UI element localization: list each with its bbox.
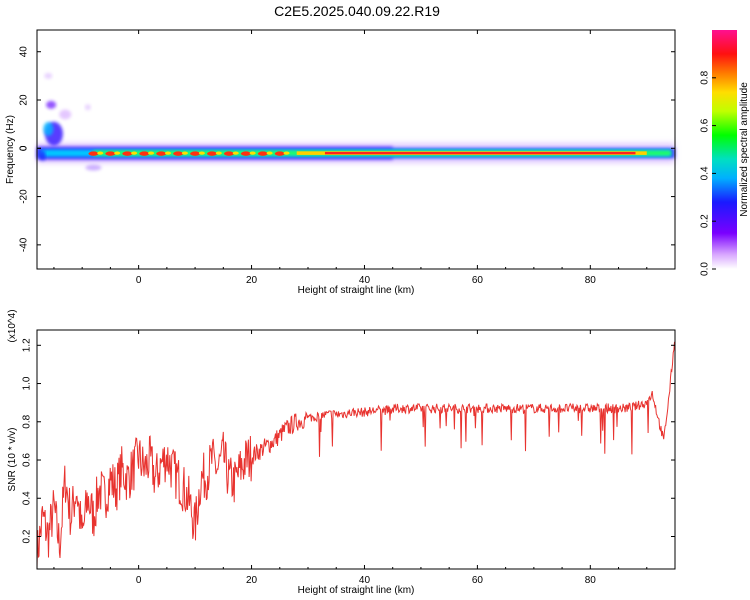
snr-frame <box>36 329 676 570</box>
spectrogram-frame <box>36 29 676 270</box>
y-axis-label: SNR (10 * v/v) <box>7 428 18 492</box>
x-tick-label: 40 <box>359 575 371 586</box>
x-axis-label: Height of straight line (km) <box>298 585 415 596</box>
hot-spot <box>223 151 234 156</box>
colorbar-tick-label: 0.6 <box>700 118 711 132</box>
hot-spot <box>139 151 150 156</box>
hot-spot <box>156 151 167 156</box>
hot-spot <box>173 151 184 156</box>
low-alt-blob <box>59 109 72 120</box>
hot-spot <box>198 151 205 155</box>
x-tick-label: 60 <box>472 275 484 286</box>
colorbar-label: Normalized spectral amplitude <box>739 82 750 217</box>
y-tick-label: 1.0 <box>22 376 33 390</box>
band-red <box>324 151 636 155</box>
low-alt-blob <box>43 121 54 136</box>
figure-title: C2E5.2025.040.09.22.R19 <box>274 3 440 19</box>
colorbar-tick-label: 0.8 <box>700 70 711 84</box>
hot-spot <box>181 151 188 155</box>
low-alt-blob <box>44 72 53 79</box>
hot-spot <box>274 151 285 156</box>
colorbar-tick-label: 0.2 <box>700 214 711 228</box>
hot-spot <box>207 151 218 156</box>
low-alt-blob <box>85 164 102 171</box>
x-tick-label: 20 <box>246 575 258 586</box>
low-alt-blob <box>84 104 91 111</box>
low-alt-blob <box>46 100 57 109</box>
y-tick-label: 0.4 <box>22 491 33 505</box>
hot-spot <box>105 151 116 156</box>
snr-series-line <box>36 341 675 570</box>
y-tick-label: 1.2 <box>22 338 33 352</box>
y-tick-label: 40 <box>19 46 30 58</box>
snr-panel: 0 20 40 60 80 1.2 1.0 0.8 0.6 0.4 0.2 Height of str… <box>7 309 676 596</box>
hot-spot <box>240 151 251 156</box>
y-axis-label: Frequency (Hz) <box>5 115 16 184</box>
snr-plot-area <box>37 330 675 569</box>
hot-spot <box>249 151 256 155</box>
colorbar-gradient <box>712 30 737 269</box>
y-tick-label: 0 <box>19 145 30 151</box>
hot-spot <box>164 151 171 155</box>
hot-spot <box>232 151 239 155</box>
y-tick-label: 0.6 <box>22 453 33 467</box>
hot-spot <box>283 151 290 155</box>
y-tick-label: 0.8 <box>22 414 33 428</box>
y-tick-label: -40 <box>19 237 30 252</box>
hot-spot <box>190 151 201 156</box>
colorbar: 0.0 0.2 0.4 0.6 0.8 Normalized spectral ampli… <box>700 30 750 276</box>
x-tick-label: 80 <box>585 275 597 286</box>
x-tick-label: 60 <box>472 575 484 586</box>
y-multiplier-label: (x10^4) <box>7 309 18 342</box>
hot-spot <box>122 151 133 156</box>
x-tick-label: 80 <box>585 575 597 586</box>
colorbar-tick-label: 0.4 <box>700 166 711 180</box>
hot-spot <box>266 151 273 155</box>
hot-spot <box>148 151 155 155</box>
hot-spot <box>257 151 268 156</box>
low-alt-blob <box>39 150 46 161</box>
hot-spot <box>114 151 121 155</box>
spectrogram-image <box>37 72 675 171</box>
colorbar-tick-label: 0.0 <box>700 262 711 276</box>
hot-spot <box>215 151 222 155</box>
x-tick-label: 0 <box>136 575 142 586</box>
hot-spot <box>131 151 138 155</box>
hot-spot <box>97 151 104 155</box>
x-axis-label: Height of straight line (km) <box>298 285 415 296</box>
y-tick-label: -20 <box>19 189 30 204</box>
y-tick-label: 20 <box>19 94 30 106</box>
y-tick-label: 0.2 <box>22 529 33 543</box>
x-tick-label: 20 <box>246 275 258 286</box>
hot-spot <box>88 151 99 156</box>
x-tick-label: 0 <box>136 275 142 286</box>
y-tick-label: 0 <box>19 145 30 151</box>
x-tick-label: 40 <box>359 275 371 286</box>
